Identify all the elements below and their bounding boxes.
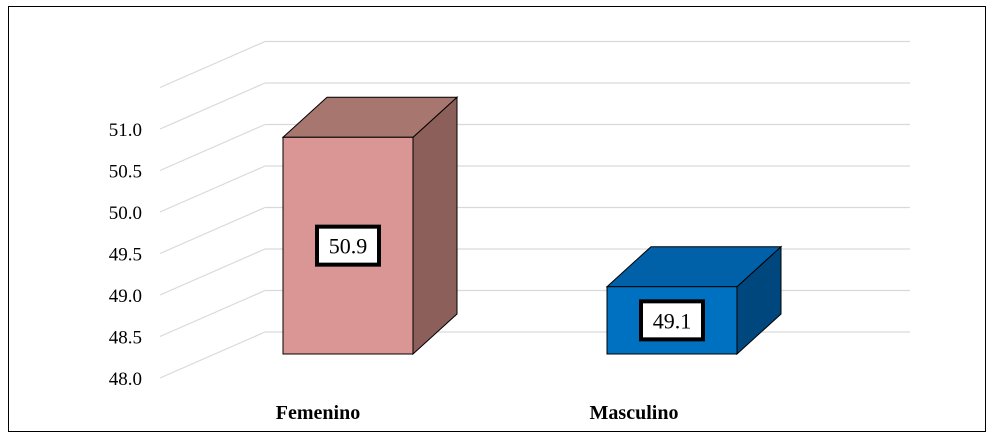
y-tick-label: 51.0 <box>109 120 142 141</box>
y-tick-label: 48.0 <box>109 369 142 390</box>
gridline <box>159 40 910 89</box>
bars: 50.9 49.1 <box>281 96 783 356</box>
bar-femenino: 50.9 <box>281 96 459 356</box>
gridline <box>159 289 910 338</box>
bar-masculino: 49.1 <box>605 245 783 356</box>
data-label: 49.1 <box>639 299 705 342</box>
x-axis-categories: Femenino Masculino <box>276 402 679 424</box>
y-tick-label: 48.5 <box>109 328 142 349</box>
gridline <box>159 123 910 172</box>
x-category-label: Femenino <box>276 402 360 424</box>
y-tick-label: 50.5 <box>109 162 142 183</box>
svg-text:50.9: 50.9 <box>329 234 368 259</box>
y-tick-label: 49.5 <box>109 245 142 266</box>
gridline <box>159 331 910 379</box>
chart-frame <box>8 6 986 432</box>
x-category-label: Masculino <box>590 402 679 424</box>
gridline <box>159 165 910 213</box>
y-axis-ticks: 48.0 48.5 49.0 49.5 50.0 50.5 51.0 <box>109 120 142 390</box>
y-tick-label: 49.0 <box>109 286 142 307</box>
gridline <box>159 82 910 130</box>
data-label: 50.9 <box>315 224 381 267</box>
svg-text:49.1: 49.1 <box>653 308 692 333</box>
gridline <box>159 248 910 296</box>
gridlines <box>159 40 910 379</box>
gridline <box>159 206 910 255</box>
y-tick-label: 50.0 <box>109 203 142 224</box>
